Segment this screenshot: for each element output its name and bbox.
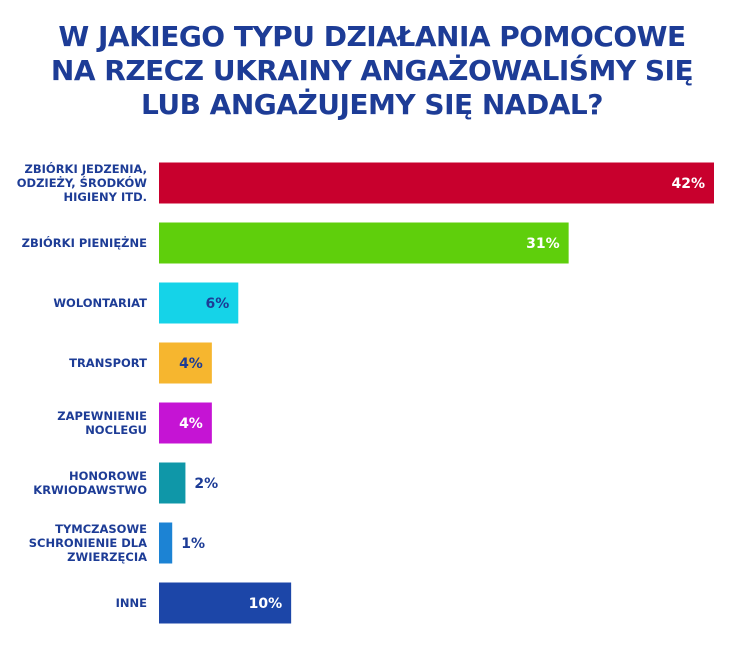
chart-title-line-1: W JAKIEGO TYPU DZIAŁANIA POMOCOWE	[58, 20, 686, 53]
bar-2	[159, 222, 569, 264]
category-label-line: WOLONTARIAT	[53, 296, 147, 310]
category-label-line: ZBIÓRKI JEDZENIA,	[25, 161, 147, 176]
bar-1	[159, 162, 714, 204]
bar-5	[159, 402, 212, 444]
category-label-line: HONOROWE	[69, 469, 147, 483]
category-label-4: TRANSPORT	[69, 356, 147, 370]
bar-3	[159, 282, 239, 324]
category-label-line: ZAPEWNIENIE	[57, 409, 147, 423]
category-label-2: ZBIÓRKI PIENIĘŻNE	[22, 235, 147, 250]
bar-7	[159, 522, 173, 564]
value-label-8: 10%	[249, 596, 283, 612]
value-label-1: 42%	[671, 176, 705, 192]
category-label-line: TRANSPORT	[69, 356, 147, 370]
bar-4	[159, 342, 212, 384]
value-label-6: 2%	[194, 476, 218, 492]
category-label-8: INNE	[116, 596, 148, 610]
category-label-7: TYMCZASOWE SCHRONIENIE DLA ZWIERZĘCIA	[29, 522, 147, 564]
value-label-4: 4%	[179, 356, 203, 372]
category-label-line: ZBIÓRKI PIENIĘŻNE	[22, 235, 147, 250]
category-label-line: NOCLEGU	[85, 423, 147, 437]
bar-6	[159, 462, 186, 504]
category-label-3: WOLONTARIAT	[53, 296, 147, 310]
chart-title: W JAKIEGO TYPU DZIAŁANIA POMOCOWE NA RZE…	[0, 20, 744, 122]
category-label-line: INNE	[116, 596, 148, 610]
category-label-line: ZWIERZĘCIA	[67, 550, 147, 564]
category-label-line: HIGIENY ITD.	[64, 190, 147, 204]
category-label-line: SCHRONIENIE DLA	[29, 536, 147, 550]
value-label-3: 6%	[206, 296, 230, 312]
category-label-line: ODZIEŻY, ŚRODKÓW	[17, 175, 148, 190]
chart-title-line-3: LUB ANGAŻUJEMY SIĘ NADAL?	[141, 88, 603, 121]
category-label-1: ZBIÓRKI JEDZENIA, ODZIEŻY, ŚRODKÓW HIGIENY…	[17, 161, 148, 204]
chart-title-line-2: NA RZECZ UKRAINY ANGAŻOWALIŚMY SIĘ	[50, 54, 694, 87]
value-label-5: 4%	[179, 416, 203, 432]
bar-8	[159, 582, 292, 624]
value-label-2: 31%	[526, 236, 560, 252]
category-label-line: TYMCZASOWE	[55, 522, 147, 536]
category-label-line: KRWIODAWSTWO	[33, 483, 147, 497]
category-label-5: ZAPEWNIENIE NOCLEGU	[57, 409, 147, 437]
category-label-6: HONOROWE KRWIODAWSTWO	[33, 469, 147, 497]
value-label-7: 1%	[181, 536, 205, 552]
